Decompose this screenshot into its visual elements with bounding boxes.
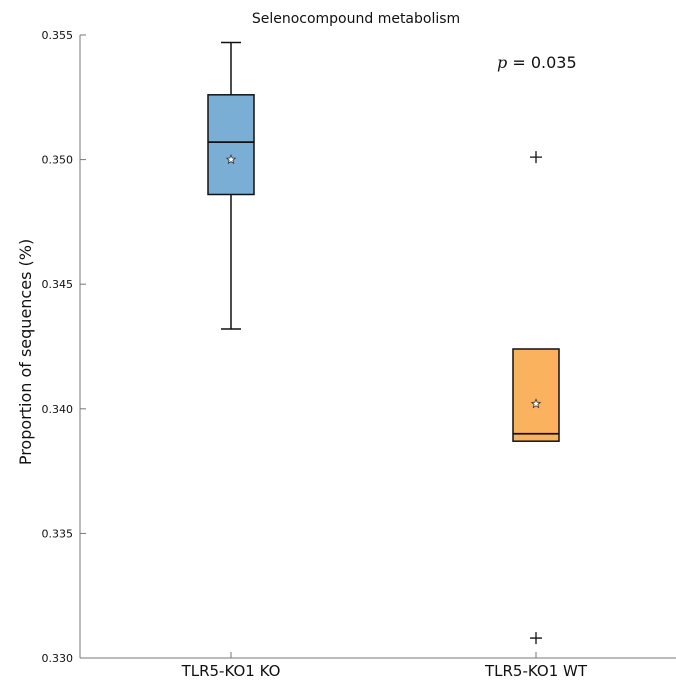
y-axis-label: Proportion of sequences (%) bbox=[16, 239, 35, 465]
box-group bbox=[207, 41, 255, 330]
y-tick-label: 0.335 bbox=[42, 527, 74, 540]
mean-marker bbox=[225, 154, 237, 165]
y-tick-label: 0.345 bbox=[42, 278, 74, 291]
outlier-marker bbox=[530, 632, 542, 645]
boxes-layer bbox=[207, 41, 560, 645]
x-tick-label: TLR5-KO1 WT bbox=[484, 662, 588, 680]
p-value-symbol: p bbox=[497, 53, 507, 72]
y-ticks: 0.330 0.335 0.340 0.345 0.350 0.355 bbox=[42, 29, 86, 665]
mean-marker bbox=[530, 398, 542, 409]
box-iqr bbox=[512, 348, 560, 442]
chart-title: Selenocompound metabolism bbox=[252, 11, 460, 27]
y-tick-label: 0.340 bbox=[42, 403, 74, 416]
p-value-annotation: p = 0.035 bbox=[497, 53, 577, 72]
box-group bbox=[512, 151, 560, 645]
box-iqr bbox=[207, 94, 255, 196]
outlier-marker bbox=[530, 151, 542, 164]
x-ticks: TLR5-KO1 KO TLR5-KO1 WT bbox=[181, 652, 588, 680]
p-value-text: = 0.035 bbox=[507, 53, 576, 72]
y-tick-label: 0.355 bbox=[42, 29, 74, 42]
y-tick-label: 0.350 bbox=[42, 154, 74, 167]
x-tick-label: TLR5-KO1 KO bbox=[181, 662, 281, 680]
y-tick-label: 0.330 bbox=[42, 652, 74, 665]
